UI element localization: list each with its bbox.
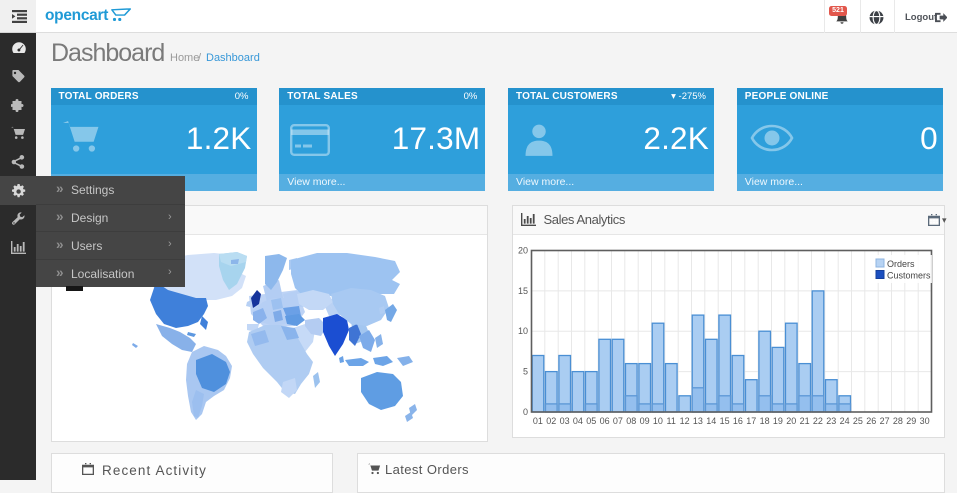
svg-text:02: 02 [546,416,556,426]
svg-text:06: 06 [600,416,610,426]
svg-text:22: 22 [813,416,823,426]
svg-text:26: 26 [866,416,876,426]
svg-text:15: 15 [518,286,528,296]
svg-text:10: 10 [653,416,663,426]
svg-text:13: 13 [693,416,703,426]
svg-text:18: 18 [760,416,770,426]
svg-text:20: 20 [786,416,796,426]
svg-text:24: 24 [840,416,850,426]
svg-text:07: 07 [613,416,623,426]
svg-text:01: 01 [533,416,543,426]
svg-text:20: 20 [518,246,528,256]
svg-text:19: 19 [773,416,783,426]
svg-text:12: 12 [680,416,690,426]
svg-text:08: 08 [626,416,636,426]
svg-text:10: 10 [518,326,528,336]
svg-text:25: 25 [853,416,863,426]
svg-text:17: 17 [746,416,756,426]
svg-text:23: 23 [826,416,836,426]
svg-text:04: 04 [573,416,583,426]
svg-text:11: 11 [667,416,676,426]
svg-text:14: 14 [706,416,716,426]
svg-text:0: 0 [523,407,528,417]
svg-text:16: 16 [733,416,743,426]
svg-text:21: 21 [800,416,810,426]
svg-text:28: 28 [893,416,903,426]
svg-text:09: 09 [640,416,650,426]
svg-text:05: 05 [586,416,596,426]
svg-text:5: 5 [523,367,528,377]
svg-text:03: 03 [560,416,570,426]
svg-text:Orders: Orders [887,259,915,269]
svg-text:27: 27 [880,416,890,426]
svg-text:29: 29 [906,416,916,426]
svg-text:30: 30 [920,416,930,426]
svg-text:15: 15 [720,416,730,426]
svg-text:Customers: Customers [887,271,931,281]
